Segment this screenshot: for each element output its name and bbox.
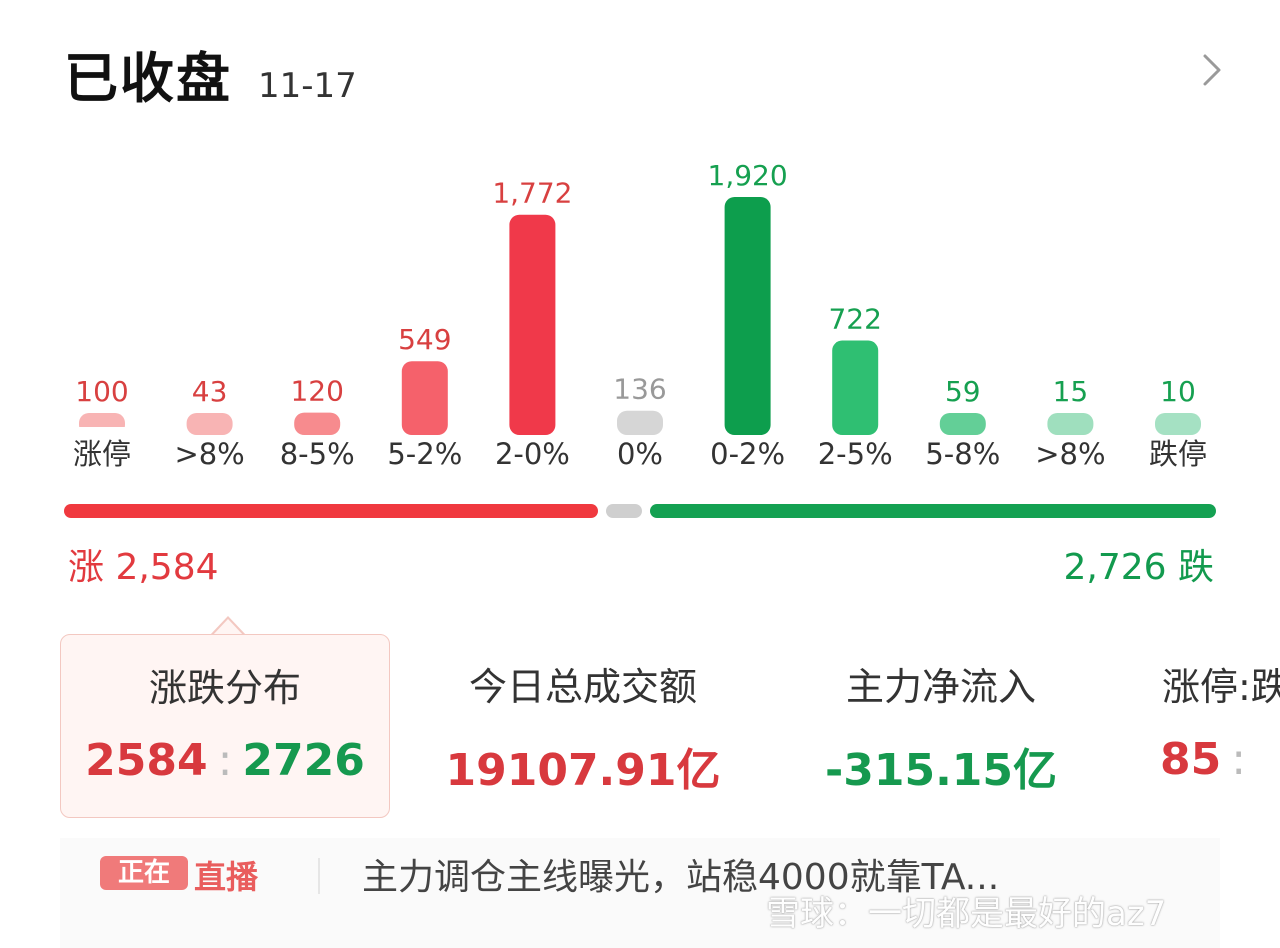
live-banner[interactable]: 正在 直播 主力调仓主线曝光，站稳4000就靠TA...: [60, 838, 1220, 948]
category-label: >8%: [1035, 437, 1105, 471]
card-limit-ratio[interactable]: 涨停:跌 85:: [1134, 634, 1280, 818]
bar-6: [724, 197, 771, 435]
bar-value-label: 120: [290, 375, 343, 408]
bar-value-label: 59: [945, 375, 981, 408]
bar-value-label: 43: [192, 375, 228, 408]
card-turnover[interactable]: 今日总成交额 19107.91亿: [418, 634, 748, 818]
live-title: 主力调仓主线曝光，站稳4000就靠TA...: [362, 857, 1000, 898]
card-label: 主力净流入: [845, 665, 1036, 709]
up-number: 2584: [85, 735, 208, 786]
card-value: 85:: [1160, 734, 1280, 785]
category-label: 0-2%: [710, 437, 785, 471]
chevron-right-icon[interactable]: [1196, 50, 1226, 90]
live-badge: 正在: [100, 856, 188, 890]
category-label: 2-0%: [495, 437, 570, 471]
bar-8: [939, 413, 986, 435]
bar-7: [832, 340, 879, 435]
up-count: 涨 2,584: [68, 547, 219, 588]
divider: [318, 858, 320, 894]
category-label: 涨停: [73, 437, 131, 471]
page-title: 已收盘: [64, 47, 232, 110]
bar-value-label: 100: [75, 375, 128, 408]
card-value: 2584:2726: [61, 735, 389, 786]
colon: :: [217, 735, 233, 786]
flat-ratio-bar: [606, 504, 642, 518]
category-label: >8%: [174, 437, 244, 471]
card-value: 19107.91亿: [445, 745, 721, 796]
watermark: 雪球：一切都是最好的az7: [766, 894, 1167, 934]
card-value: -315.15亿: [824, 745, 1058, 796]
category-label: 0%: [617, 437, 663, 471]
down-ratio-bar: [650, 504, 1216, 518]
card-label: 涨停:跌: [1162, 665, 1280, 709]
bar-value-label: 722: [828, 303, 881, 336]
down-number: 2726: [242, 735, 365, 786]
card-net-inflow[interactable]: 主力净流入 -315.15亿: [776, 634, 1106, 818]
bar-value-label: 136: [613, 373, 666, 406]
bar-5: [617, 410, 663, 435]
category-label: 5-8%: [925, 437, 1000, 471]
colon: :: [1231, 734, 1247, 785]
bar-value-label: 10: [1160, 375, 1196, 408]
live-label: 直播: [194, 858, 259, 896]
category-label: 8-5%: [280, 437, 355, 471]
bar-value-label: 15: [1053, 375, 1089, 408]
bar-9: [1047, 413, 1094, 435]
distribution-chart: 100 涨停 43 >8% 120 8-5% 549 5-2% 1,772 2-0% 136 0% 1,…: [0, 159, 1280, 471]
bar-value-label: 549: [398, 323, 451, 356]
card-distribution[interactable]: 涨跌分布 2584:2726: [60, 634, 390, 818]
category-label: 跌停: [1149, 437, 1207, 471]
card-label: 今日总成交额: [468, 665, 697, 709]
trade-date: 11-17: [258, 66, 357, 106]
bar-1: [186, 413, 233, 435]
category-label: 5-2%: [387, 437, 462, 471]
category-label: 2-5%: [818, 437, 893, 471]
bar-value-label: 1,920: [708, 159, 788, 192]
card-pointer-fill: [212, 619, 244, 636]
bar-4: [509, 214, 556, 435]
limit-up-number: 85: [1160, 734, 1222, 785]
bar-value-label: 1,772: [492, 177, 572, 210]
down-count: 2,726 跌: [1063, 547, 1214, 588]
bar-3: [401, 361, 448, 435]
bar-10: [1155, 413, 1201, 435]
card-label: 涨跌分布: [148, 666, 301, 710]
header: 已收盘 11-17: [64, 34, 357, 110]
bar-2: [294, 412, 341, 435]
up-ratio-bar: [64, 504, 598, 518]
